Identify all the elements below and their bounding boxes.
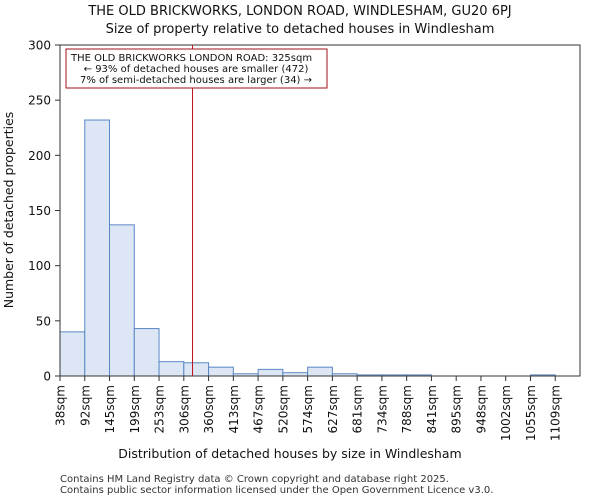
x-tick-label-1002sqm: 1002sqm — [499, 385, 513, 441]
x-tick-label-734sqm: 734sqm — [375, 385, 389, 433]
footer-line-1: Contains HM Land Registry data © Crown c… — [60, 474, 449, 485]
x-tick-label-1055sqm: 1055sqm — [524, 385, 538, 441]
y-tick-label-200: 200 — [28, 149, 51, 163]
bar-199sqm — [133, 328, 160, 377]
bar-360sqm — [208, 366, 234, 377]
x-tick-label-948sqm: 948sqm — [474, 385, 488, 433]
x-tick-label-92sqm: 92sqm — [78, 385, 92, 426]
x-tick-label-1109sqm: 1109sqm — [549, 385, 563, 441]
x-tick-label-360sqm: 360sqm — [202, 385, 216, 433]
annotation-line-3: 7% of semi-detached houses are larger (3… — [80, 75, 312, 86]
annotation-line-2: ← 93% of detached houses are smaller (47… — [84, 64, 309, 75]
bar-38sqm — [59, 331, 86, 377]
x-axis-ticks: 38sqm 92sqm 145sqm 199sqm 253sqm 306sqm 360sqm… — [54, 376, 563, 441]
chart-title: THE OLD BRICKWORKS, LONDON ROAD, WINDLES… — [87, 4, 511, 19]
x-tick-label-895sqm: 895sqm — [450, 385, 464, 433]
x-tick-label-253sqm: 253sqm — [153, 385, 167, 433]
y-tick-label-50: 50 — [36, 314, 51, 328]
x-tick-label-38sqm: 38sqm — [54, 385, 68, 426]
bar-467sqm — [257, 368, 284, 377]
y-axis-label: Number of detached properties — [1, 112, 16, 309]
bar-306sqm — [183, 362, 210, 377]
y-axis-ticks: 0 50 100 150 200 250 300 — [28, 39, 60, 384]
footer-line-2: Contains public sector information licen… — [60, 485, 494, 496]
y-tick-label-100: 100 — [28, 259, 51, 273]
x-axis-label: Distribution of detached houses by size … — [118, 446, 461, 461]
y-tick-label-250: 250 — [28, 94, 51, 108]
x-tick-label-841sqm: 841sqm — [425, 385, 439, 433]
annotation-border — [65, 48, 328, 89]
x-tick-label-788sqm: 788sqm — [400, 385, 414, 433]
y-tick-label-300: 300 — [28, 39, 51, 53]
bar-574sqm — [307, 366, 333, 377]
chart-subtitle: Size of property relative to detached ho… — [106, 22, 495, 37]
x-tick-label-413sqm: 413sqm — [227, 385, 241, 433]
bar-92sqm — [84, 119, 111, 377]
bar-253sqm — [158, 361, 185, 377]
y-tick-label-150: 150 — [28, 204, 51, 218]
x-tick-label-681sqm: 681sqm — [351, 385, 365, 433]
x-tick-label-520sqm: 520sqm — [276, 385, 290, 433]
annotation-box: THE OLD BRICKWORKS LONDON ROAD: 325sqm ←… — [65, 48, 328, 89]
plot-frame — [59, 44, 581, 377]
x-tick-label-467sqm: 467sqm — [252, 385, 266, 433]
x-tick-label-574sqm: 574sqm — [301, 385, 315, 433]
histogram-chart: THE OLD BRICKWORKS, LONDON ROAD, WINDLES… — [1, 4, 581, 461]
x-tick-label-306sqm: 306sqm — [177, 385, 191, 433]
bar-145sqm — [109, 224, 135, 377]
x-tick-label-199sqm: 199sqm — [128, 385, 142, 433]
x-tick-label-627sqm: 627sqm — [326, 385, 340, 433]
y-tick-label-0: 0 — [43, 370, 51, 384]
bar-group — [59, 119, 556, 377]
footer: Contains HM Land Registry data © Crown c… — [60, 474, 493, 496]
x-tick-label-145sqm: 145sqm — [103, 385, 117, 433]
annotation-line-1: THE OLD BRICKWORKS LONDON ROAD: 325sqm — [70, 53, 312, 64]
